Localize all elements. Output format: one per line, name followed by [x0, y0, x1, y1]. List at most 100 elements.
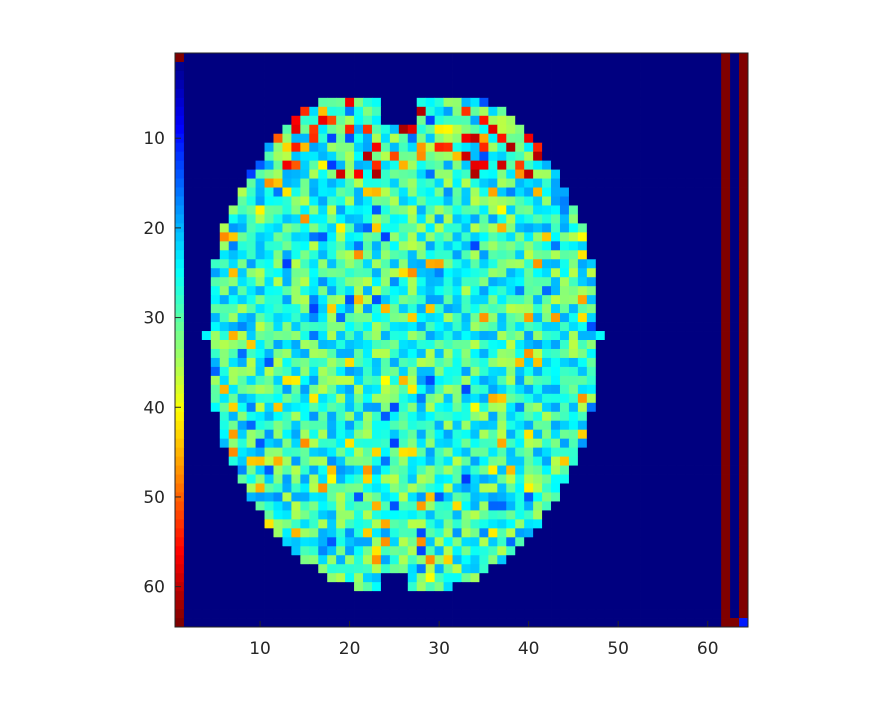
- heatmap-cell: [730, 438, 740, 449]
- heatmap-cell: [255, 456, 265, 466]
- heatmap-cell: [255, 97, 265, 108]
- heatmap-cell: [461, 618, 471, 628]
- heatmap-cell: [371, 411, 382, 422]
- heatmap-cell: [363, 286, 373, 296]
- heatmap-cell: [434, 259, 444, 269]
- heatmap-cell: [649, 411, 659, 422]
- heatmap-cell: [479, 582, 489, 592]
- heatmap-cell: [282, 492, 292, 502]
- heatmap-cell: [613, 259, 624, 269]
- heatmap-cell: [246, 151, 256, 162]
- heatmap-cell: [210, 555, 221, 565]
- heatmap-cell: [300, 528, 310, 538]
- heatmap-cell: [577, 609, 588, 619]
- heatmap-cell: [201, 546, 212, 556]
- heatmap-cell: [613, 582, 624, 592]
- heatmap-cell: [273, 600, 283, 610]
- heatmap-cell: [237, 205, 248, 215]
- heatmap-cell: [425, 447, 436, 457]
- heatmap-cell: [497, 250, 507, 260]
- heatmap-cell: [604, 438, 615, 449]
- heatmap-cell: [694, 411, 704, 422]
- heatmap-cell: [201, 151, 212, 162]
- heatmap-cell: [309, 232, 319, 242]
- heatmap-cell: [488, 223, 498, 233]
- heatmap-cell: [604, 286, 615, 296]
- heatmap-cell: [237, 528, 248, 538]
- heatmap-cell: [497, 600, 507, 610]
- heatmap-cell: [461, 609, 471, 619]
- heatmap-cell: [622, 555, 633, 565]
- heatmap-cell: [631, 322, 641, 332]
- heatmap-cell: [542, 187, 552, 197]
- heatmap-cell: [568, 348, 579, 359]
- heatmap-cell: [371, 474, 382, 484]
- heatmap-cell: [452, 133, 462, 144]
- heatmap-cell: [246, 295, 256, 305]
- heatmap-cell: [712, 214, 722, 224]
- heatmap-cell: [398, 340, 409, 350]
- heatmap-cell: [649, 519, 659, 529]
- heatmap-cell: [219, 546, 230, 556]
- heatmap-cell: [577, 250, 588, 260]
- heatmap-cell: [210, 591, 221, 601]
- heatmap-cell: [318, 277, 328, 287]
- heatmap-cell: [631, 223, 641, 233]
- heatmap-cell: [264, 501, 274, 511]
- heatmap-cell: [613, 411, 624, 422]
- heatmap-cell: [210, 97, 221, 108]
- heatmap-cell: [577, 474, 588, 484]
- heatmap-cell: [309, 519, 319, 529]
- heatmap-cell: [318, 97, 328, 108]
- heatmap-cell: [515, 53, 525, 63]
- heatmap-cell: [192, 205, 203, 215]
- heatmap-cell: [246, 582, 256, 592]
- heatmap-cell: [309, 465, 319, 475]
- heatmap-cell: [488, 53, 498, 63]
- heatmap-cell: [380, 366, 391, 377]
- heatmap-cell: [363, 357, 373, 368]
- heatmap-cell: [685, 169, 695, 179]
- heatmap-cell: [228, 250, 239, 260]
- heatmap-cell: [273, 187, 283, 197]
- heatmap-cell: [300, 331, 310, 341]
- heatmap-cell: [407, 97, 418, 108]
- heatmap-cell: [273, 268, 283, 278]
- heatmap-cell: [380, 384, 391, 395]
- heatmap-cell: [595, 79, 606, 90]
- heatmap-cell: [524, 106, 534, 117]
- heatmap-cell: [425, 519, 436, 529]
- heatmap-cell: [568, 277, 579, 287]
- heatmap-cell: [291, 124, 301, 135]
- heatmap-cell: [291, 573, 301, 583]
- heatmap-cell: [443, 501, 453, 511]
- heatmap-cell: [354, 573, 364, 583]
- heatmap-cell: [318, 286, 328, 296]
- heatmap-cell: [407, 402, 418, 413]
- heatmap-cell: [676, 447, 686, 457]
- heatmap-cell: [568, 322, 579, 332]
- heatmap-cell: [721, 609, 731, 619]
- heatmap-cell: [336, 133, 346, 144]
- heatmap-cell: [255, 313, 265, 323]
- heatmap-cell: [524, 555, 534, 565]
- heatmap-cell: [201, 474, 212, 484]
- heatmap-cell: [183, 151, 194, 162]
- heatmap-cell: [676, 546, 686, 556]
- heatmap-cell: [282, 79, 292, 90]
- heatmap-cell: [488, 492, 498, 502]
- heatmap-cell: [452, 591, 462, 601]
- heatmap-cell: [631, 205, 641, 215]
- heatmap-cell: [622, 600, 633, 610]
- heatmap-cell: [533, 250, 543, 260]
- heatmap-cell: [443, 375, 453, 386]
- heatmap-cell: [175, 519, 185, 529]
- heatmap-cell: [470, 304, 480, 314]
- heatmap-cell: [345, 348, 355, 359]
- heatmap-cell: [363, 241, 373, 251]
- heatmap-cell: [210, 259, 221, 269]
- heatmap-cell: [443, 537, 453, 547]
- heatmap-cell: [443, 205, 453, 215]
- heatmap-cell: [613, 420, 624, 431]
- heatmap-cell: [192, 151, 203, 162]
